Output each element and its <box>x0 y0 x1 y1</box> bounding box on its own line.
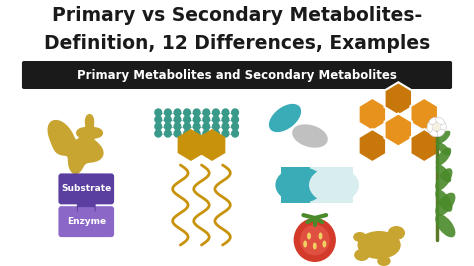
Circle shape <box>184 116 191 123</box>
Ellipse shape <box>354 249 370 261</box>
Ellipse shape <box>357 231 401 259</box>
FancyBboxPatch shape <box>58 206 114 237</box>
Circle shape <box>232 109 238 116</box>
Circle shape <box>222 123 229 130</box>
Circle shape <box>203 109 210 116</box>
Ellipse shape <box>435 214 456 237</box>
Ellipse shape <box>377 256 391 266</box>
Circle shape <box>203 123 210 130</box>
Ellipse shape <box>388 226 405 240</box>
Circle shape <box>155 109 162 116</box>
Circle shape <box>433 123 440 131</box>
Ellipse shape <box>435 193 456 216</box>
FancyBboxPatch shape <box>78 207 95 217</box>
Circle shape <box>222 130 229 137</box>
Ellipse shape <box>319 232 322 239</box>
Text: Enzyme: Enzyme <box>67 217 106 226</box>
Ellipse shape <box>436 117 445 124</box>
Ellipse shape <box>440 122 447 132</box>
Polygon shape <box>384 113 412 147</box>
Polygon shape <box>384 82 412 115</box>
Circle shape <box>193 109 200 116</box>
Ellipse shape <box>427 122 433 132</box>
Circle shape <box>212 109 219 116</box>
Ellipse shape <box>436 130 445 137</box>
Bar <box>198 137 205 155</box>
Ellipse shape <box>436 142 450 155</box>
Circle shape <box>174 123 181 130</box>
Ellipse shape <box>436 131 450 144</box>
Ellipse shape <box>322 240 326 247</box>
Polygon shape <box>199 129 225 161</box>
Text: Primary Metabolites and Secondary Metabolites: Primary Metabolites and Secondary Metabo… <box>77 69 397 81</box>
Circle shape <box>212 116 219 123</box>
Circle shape <box>184 123 191 130</box>
Ellipse shape <box>435 189 453 212</box>
Circle shape <box>203 116 210 123</box>
Ellipse shape <box>269 104 301 132</box>
Circle shape <box>222 109 229 116</box>
Circle shape <box>184 130 191 137</box>
Bar <box>310 167 353 203</box>
Ellipse shape <box>435 168 453 190</box>
Circle shape <box>300 225 329 255</box>
Circle shape <box>155 116 162 123</box>
Circle shape <box>164 116 171 123</box>
Polygon shape <box>47 120 104 174</box>
Circle shape <box>212 123 219 130</box>
Circle shape <box>174 130 181 137</box>
Circle shape <box>193 116 200 123</box>
Text: Definition, 12 Differences, Examples: Definition, 12 Differences, Examples <box>44 34 430 53</box>
Circle shape <box>184 109 191 116</box>
Circle shape <box>174 116 181 123</box>
Circle shape <box>193 130 200 137</box>
Polygon shape <box>359 98 386 131</box>
Polygon shape <box>359 129 386 162</box>
FancyBboxPatch shape <box>22 61 452 89</box>
Circle shape <box>212 130 219 137</box>
Circle shape <box>164 130 171 137</box>
Polygon shape <box>178 129 204 161</box>
Circle shape <box>203 130 210 137</box>
Circle shape <box>232 123 238 130</box>
Circle shape <box>222 116 229 123</box>
Text: Primary vs Secondary Metabolites-: Primary vs Secondary Metabolites- <box>52 6 422 25</box>
Ellipse shape <box>307 232 311 239</box>
FancyBboxPatch shape <box>58 173 114 204</box>
Ellipse shape <box>353 232 366 242</box>
Circle shape <box>174 109 181 116</box>
Polygon shape <box>410 98 438 131</box>
Ellipse shape <box>292 124 328 148</box>
Ellipse shape <box>436 148 451 166</box>
Text: Substrate: Substrate <box>61 184 111 193</box>
Ellipse shape <box>429 130 438 137</box>
Ellipse shape <box>309 167 359 203</box>
Circle shape <box>164 109 171 116</box>
Circle shape <box>155 130 162 137</box>
Circle shape <box>155 123 162 130</box>
Ellipse shape <box>275 167 325 203</box>
Polygon shape <box>410 129 438 162</box>
Bar <box>281 167 324 203</box>
Ellipse shape <box>303 240 307 247</box>
Ellipse shape <box>313 243 317 250</box>
Circle shape <box>232 116 238 123</box>
Ellipse shape <box>429 117 438 124</box>
Circle shape <box>193 123 200 130</box>
Circle shape <box>164 123 171 130</box>
Circle shape <box>232 130 238 137</box>
Circle shape <box>294 218 336 262</box>
Polygon shape <box>76 114 103 140</box>
Ellipse shape <box>436 164 451 182</box>
FancyBboxPatch shape <box>77 199 96 212</box>
